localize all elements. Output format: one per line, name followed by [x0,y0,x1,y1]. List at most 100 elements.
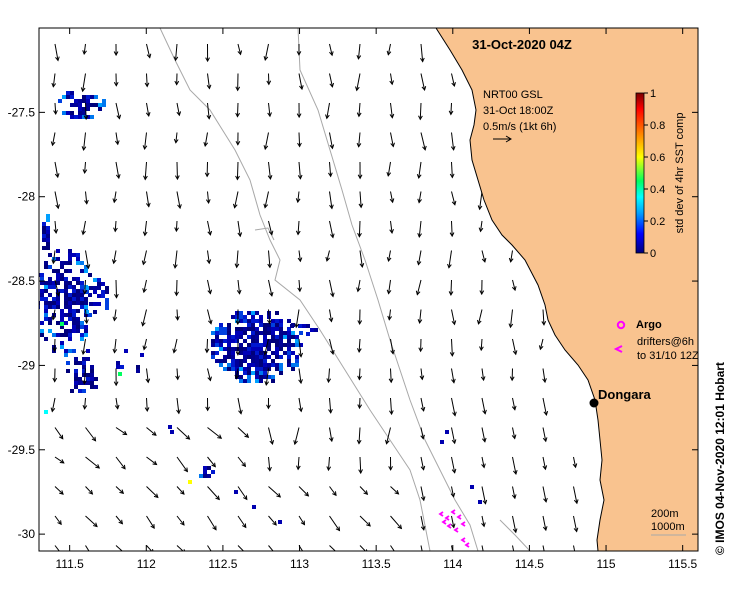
current-vectors [50,43,579,551]
drifter-track [438,511,444,517]
current-vector [115,456,126,470]
current-vector [176,191,182,210]
drifter-track [460,537,466,543]
current-vector [267,161,273,180]
current-vector [326,368,332,384]
current-vector [386,279,392,295]
current-vector [449,338,455,357]
current-vector [358,456,363,475]
current-vector [573,486,579,505]
current-vector [113,43,119,57]
drifter-track [444,515,450,521]
current-vector [359,486,369,496]
x-tick-label: 113.5 [362,557,391,571]
current-vector [234,250,240,269]
current-vector [386,161,392,177]
current-vector [298,368,303,385]
current-vector [542,456,548,471]
current-vector [388,456,393,471]
current-vector [235,73,241,92]
current-vector [82,368,87,385]
product-line1: NRT00 GSL [483,89,543,101]
current-vector [511,397,517,411]
product-line3: 0.5m/s (1kt 6h) [483,121,556,133]
current-vector [417,309,423,324]
current-vector [389,220,394,234]
current-vector [512,456,518,475]
y-tick-label: -27.5 [8,105,36,119]
current-vector [451,545,454,551]
current-vector [232,191,239,209]
current-vector [415,279,422,296]
colorbar-tick-label: 1 [650,88,656,100]
current-vector [114,397,120,410]
isobath-1000m [159,28,431,551]
current-vector [205,397,210,412]
current-vector [329,545,339,551]
current-vector [207,427,223,439]
argo-label: Argo [636,319,662,331]
current-vector [206,102,212,120]
current-vector [84,309,89,325]
current-vector [145,368,151,384]
current-vector [329,73,335,88]
current-vector [176,397,181,415]
current-vector [235,102,240,118]
current-vector [207,279,213,295]
current-vector [450,132,456,151]
current-vector [295,456,301,471]
current-vector [329,338,335,355]
current-vector [51,250,57,265]
current-vector [355,73,361,92]
current-vector [387,309,392,321]
current-vector [512,338,518,356]
y-tick-label: -29 [18,358,36,372]
current-vector [235,338,241,356]
current-vector [263,191,269,209]
current-vector [237,515,247,529]
x-tick-label: 114 [443,557,462,571]
current-vector [296,102,302,119]
product-line2: 31-Oct 18:00Z [483,105,554,117]
current-vector [573,515,579,533]
current-vector [297,132,302,148]
current-vector [329,279,335,298]
current-vector [356,43,362,60]
current-vector [390,338,395,355]
drifter-tracks [438,509,470,548]
current-vector [542,486,548,503]
current-vector [175,161,180,181]
current-vector [388,368,394,384]
current-vector [481,250,487,263]
land-australia [435,28,698,551]
current-vector [448,279,454,296]
current-vector [385,427,391,445]
drifter-track [441,519,447,525]
current-vector [298,338,304,358]
current-vector [420,427,425,440]
current-vector [480,368,486,382]
current-vector [481,397,487,415]
current-vector [328,427,334,443]
current-vector [263,132,269,151]
current-vector [51,309,56,321]
current-vector [542,515,548,532]
current-vector [173,250,178,269]
current-vector [85,515,98,528]
x-tick-label: 112.5 [208,557,237,571]
current-vector [113,73,119,87]
current-vector [511,486,517,500]
current-vector [479,338,484,352]
current-vector [542,427,548,443]
x-tick-label: 114.5 [515,557,544,571]
current-vector [268,427,275,446]
current-vector [572,456,578,469]
current-vector [328,309,334,323]
current-vector [477,191,483,211]
current-vector [481,456,486,469]
current-vector [449,161,455,179]
current-vector [508,309,514,329]
current-vector [81,338,86,356]
current-vector [358,191,364,209]
drifter-track [456,514,462,520]
